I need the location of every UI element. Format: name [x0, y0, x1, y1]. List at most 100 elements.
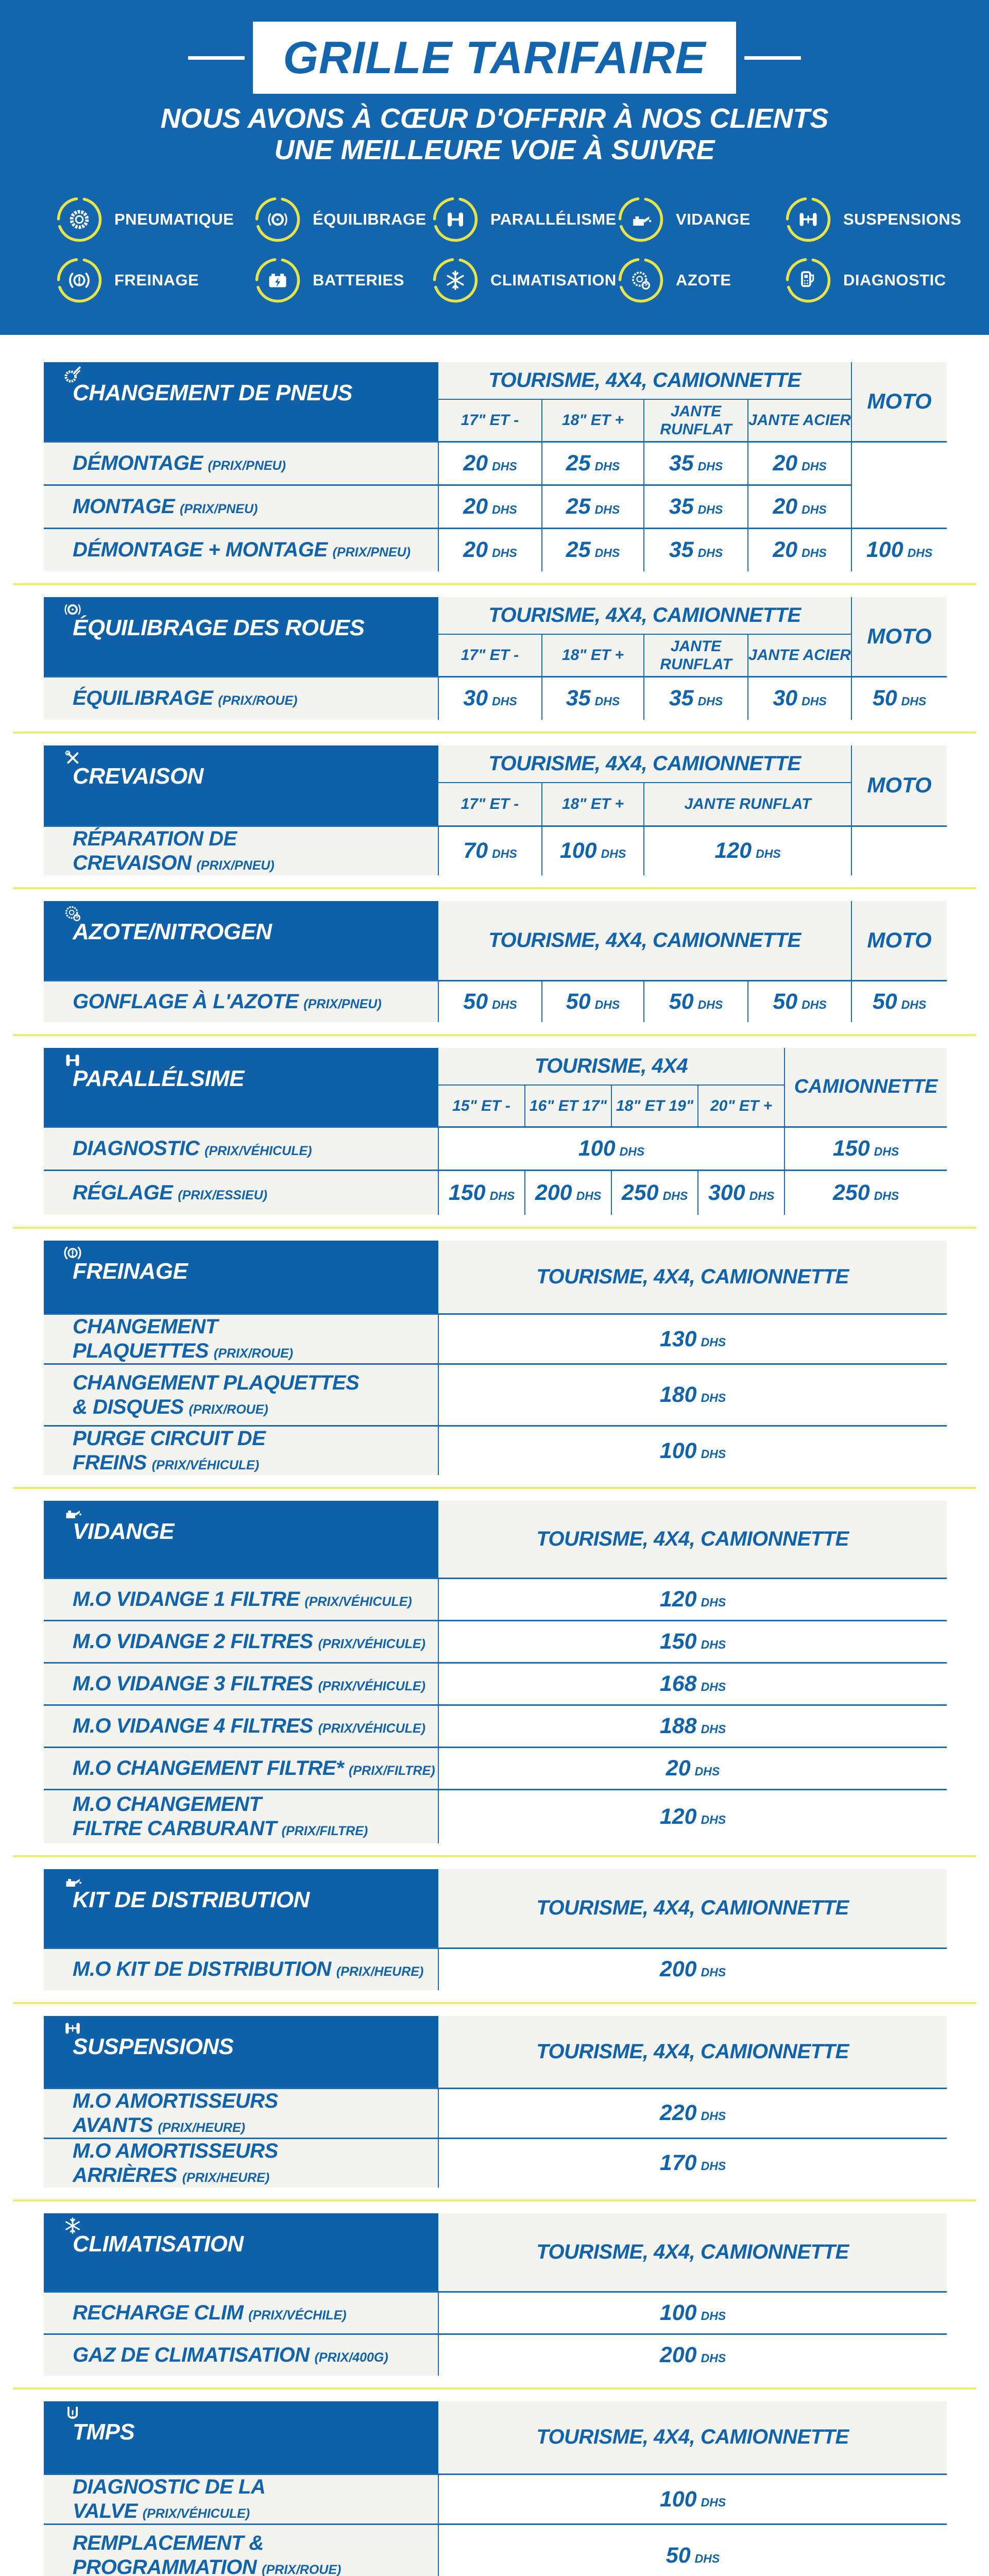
price-cell: 25 DHS: [541, 527, 644, 571]
service-equilibrage: ÉQUILIBRAGE: [254, 196, 432, 243]
column-group-header: TOURISME, 4X4, CAMIONNETTE: [438, 1869, 947, 1948]
column-group-header: TOURISME, 4X4, CAMIONNETTE: [438, 362, 852, 399]
price-cell: 50 DHS: [438, 2523, 947, 2576]
row-note: (PRIX/PNEU): [179, 501, 258, 516]
battery-icon: [254, 257, 301, 304]
service-label: CLIMATISATION: [490, 271, 617, 289]
row-label: M.O AMORTISSEURS AVANTS: [73, 2089, 278, 2137]
table-title: CLIMATISATION: [73, 2231, 244, 2257]
size-column-header: 18" ET 19": [611, 1084, 698, 1127]
row-label: DÉMONTAGE: [73, 451, 203, 474]
price-cell: 20 DHS: [438, 1746, 947, 1789]
table-row: RECHARGE CLIM (PRIX/VÉCHILE) 100 DHS: [44, 2291, 947, 2334]
table-row: DÉMONTAGE + MONTAGE (PRIX/PNEU) 20 DHS 25 D…: [44, 527, 947, 571]
table-separator: [0, 1990, 989, 2016]
row-label: M.O VIDANGE 1 FILTRE: [73, 1587, 300, 1611]
size-column-header: 17" ET -: [438, 399, 542, 442]
camionnette-column-header: CAMIONNETTE: [784, 1047, 947, 1127]
column-group-header: TOURISME, 4X4, CAMIONNETTE: [438, 1240, 947, 1314]
table-row: DIAGNOSTIC DE LA VALVE (PRIX/VÉHICULE) 10…: [44, 2473, 947, 2524]
row-note: (PRIX/HEURE): [182, 2170, 270, 2185]
column-group-header: TOURISME, 4X4: [438, 1047, 785, 1085]
size-column-header: 18" ET +: [541, 399, 644, 442]
table-climatisation: CLIMATISATION TOURISME, 4X4, CAMIONNETTE…: [44, 2213, 947, 2376]
moto-column-header: MOTO: [851, 901, 947, 981]
price-cell: 70 DHS: [438, 825, 542, 875]
price-cell: 20 DHS: [747, 440, 852, 485]
price-cell: 170 DHS: [438, 2137, 947, 2188]
size-column-header: 18" ET +: [541, 782, 644, 826]
row-note: (PRIX/FILTRE): [349, 1763, 435, 1778]
row-note: (PRIX/HEURE): [336, 1964, 424, 1979]
table-vidange: VIDANGE TOURISME, 4X4, CAMIONNETTE M.O V…: [44, 1501, 947, 1843]
table-header-block: KIT DE DISTRIBUTION: [44, 1869, 438, 1948]
table-title: VIDANGE: [73, 1519, 174, 1544]
table-row: RÉGLAGE (PRIX/ESSIEU) 150 DHS 200 DHS 250 DH…: [44, 1170, 947, 1215]
price-cell: 200 DHS: [524, 1170, 611, 1215]
table-row: M.O KIT DE DISTRIBUTION (PRIX/HEURE) 200 D…: [44, 1947, 947, 1990]
service-label: PNEUMATIQUE: [114, 210, 234, 228]
table-title: ÉQUILIBRAGE DES ROUES: [73, 615, 365, 640]
row-note: (PRIX/FILTRE): [281, 1824, 368, 1839]
table-freinage: FREINAGE TOURISME, 4X4, CAMIONNETTE CHAN…: [44, 1240, 947, 1475]
brake-warning-icon: [56, 257, 103, 304]
table-row: MONTAGE (PRIX/PNEU) 20 DHS 25 DHS 35 DHS 20 D…: [44, 484, 947, 528]
table-title: TMPS: [73, 2419, 135, 2445]
table-separator: [0, 1475, 989, 1501]
price-cell: 20 DHS: [747, 484, 852, 528]
size-column-header: 17" ET -: [438, 782, 542, 826]
row-note: (PRIX/VÉHICULE): [304, 1594, 412, 1609]
table-header-block: ÉQUILIBRAGE DES ROUES: [44, 597, 438, 676]
moto-price-cell: 100 DHS: [851, 527, 947, 571]
table-header-block: PARALLÉLSIME: [44, 1047, 438, 1127]
service-azote: AZOTE: [617, 257, 785, 304]
moto-column-header: MOTO: [851, 362, 947, 442]
price-cell: 50 DHS: [747, 980, 852, 1022]
table-separator: [0, 571, 989, 597]
column-group-header: TOURISME, 4X4, CAMIONNETTE: [438, 2016, 947, 2088]
table-row: CHANGEMENT PLAQUETTES & DISQUES (PRIX/ROU…: [44, 1363, 947, 1426]
suspension-icon: [785, 196, 832, 243]
size-column-header: JANTE ACIER: [747, 399, 852, 442]
title-right-dash: [744, 56, 801, 60]
hero-section: GRILLE TARIFAIRE NOUS AVONS À CŒUR D'OFF…: [0, 0, 989, 335]
row-note: (PRIX/ESSIEU): [178, 1188, 267, 1202]
column-group-header: TOURISME, 4X4, CAMIONNETTE: [438, 1501, 947, 1578]
row-note: (PRIX/VÉHICULE): [204, 1144, 312, 1158]
table-row: ÉQUILIBRAGE (PRIX/ROUE) 30 DHS 35 DHS 35 DHS…: [44, 675, 947, 720]
table-title: KIT DE DISTRIBUTION: [73, 1887, 310, 1912]
services-legend: PNEUMATIQUE ÉQUILIBRAGE PARALLÉLISME VID…: [0, 196, 989, 304]
price-cell: 100 DHS: [541, 825, 644, 875]
service-vidange: VIDANGE: [617, 196, 785, 243]
row-label: PURGE CIRCUIT DE FREINS: [73, 1427, 266, 1474]
oil-can-icon: [617, 196, 664, 243]
row-label: MONTAGE: [73, 495, 175, 518]
table-row: M.O VIDANGE 3 FILTRES (PRIX/VÉHICULE) 168…: [44, 1662, 947, 1705]
row-note: (PRIX/VÉHICULE): [142, 2506, 250, 2521]
table-header-block: CHANGEMENT DE PNEUS: [44, 362, 438, 442]
size-column-header: JANTE ACIER: [747, 634, 852, 676]
table-header-block: TMPS: [44, 2401, 438, 2475]
nitrogen-gauge-icon: [617, 257, 664, 304]
price-cell: 100 DHS: [438, 2473, 947, 2524]
price-cell: 50 DHS: [643, 980, 748, 1022]
price-cell: 30 DHS: [438, 675, 542, 720]
table-row: GAZ DE CLIMATISATION (PRIX/400G) 200 DHS: [44, 2333, 947, 2376]
column-group-header: TOURISME, 4X4, CAMIONNETTE: [438, 901, 852, 981]
table-row: REMPLACEMENT & PROGRAMMATION (PRIX/ROUE) …: [44, 2523, 947, 2576]
table-separator: [0, 1022, 989, 1048]
size-column-header: JANTE RUNFLAT: [643, 634, 748, 676]
table-row: M.O AMORTISSEURS ARRIÈRES (PRIX/HEURE) 17…: [44, 2137, 947, 2188]
service-label: AZOTE: [676, 271, 731, 289]
price-cell: 250 DHS: [611, 1170, 698, 1215]
service-label: ÉQUILIBRAGE: [313, 210, 427, 228]
table-row: GONFLAGE À L'AZOTE (PRIX/PNEU) 50 DHS 50 DH…: [44, 980, 947, 1022]
column-group-header: TOURISME, 4X4, CAMIONNETTE: [438, 597, 852, 634]
table-title: PARALLÉLSIME: [73, 1065, 244, 1091]
service-pneumatique: PNEUMATIQUE: [56, 196, 254, 243]
table-header-block: AZOTE/NITROGEN: [44, 901, 438, 981]
row-note: (PRIX/VÉHICULE): [318, 1679, 425, 1693]
size-column-header: 20" ET +: [697, 1084, 785, 1127]
row-note: (PRIX/VÉCHILE): [248, 2308, 347, 2323]
price-cell: 50 DHS: [438, 980, 542, 1022]
